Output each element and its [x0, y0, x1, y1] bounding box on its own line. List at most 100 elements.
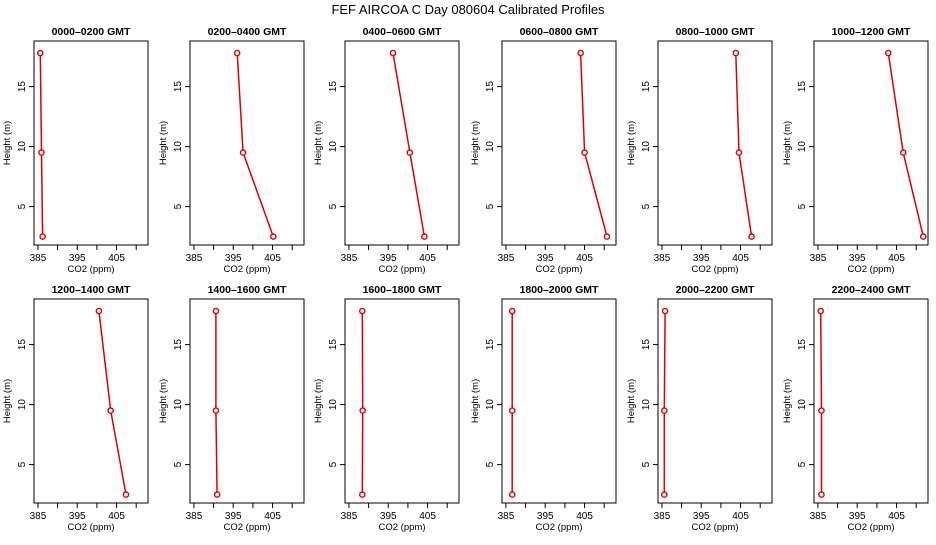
- x-tick-label: 405: [419, 511, 436, 522]
- y-tick-label: 15: [173, 81, 184, 93]
- data-point: [360, 308, 365, 313]
- plot-frame: [190, 299, 304, 503]
- y-tick-label: 10: [641, 399, 652, 411]
- x-axis-label: CO2 (ppm): [692, 264, 739, 275]
- y-tick-label: 15: [641, 339, 652, 351]
- x-tick-label: 395: [225, 253, 242, 264]
- y-axis-label: Height (m): [313, 379, 324, 423]
- x-tick-label: 405: [264, 511, 281, 522]
- x-axis-label: CO2 (ppm): [379, 264, 426, 275]
- data-point: [510, 308, 515, 313]
- y-axis-label: Height (m): [782, 379, 793, 423]
- y-tick-label: 10: [328, 141, 339, 153]
- x-tick-label: 405: [419, 253, 436, 264]
- x-tick-label: 395: [69, 253, 86, 264]
- data-point: [510, 492, 515, 497]
- panel-title: 0600–0800 GMT: [520, 26, 599, 38]
- y-axis-label: Height (m): [782, 121, 793, 165]
- panel-title: 2200–2400 GMT: [832, 284, 911, 296]
- profile-line: [393, 53, 424, 237]
- profile-line: [736, 53, 752, 237]
- y-tick-label: 15: [328, 339, 339, 351]
- y-tick-label: 5: [173, 461, 184, 467]
- data-point: [901, 150, 906, 155]
- panel-title: 0800–1000 GMT: [676, 26, 755, 38]
- data-point: [213, 308, 218, 313]
- x-tick-label: 395: [380, 253, 397, 264]
- panel-title: 1600–1800 GMT: [363, 284, 442, 296]
- x-tick-label: 385: [654, 511, 671, 522]
- x-axis-label: CO2 (ppm): [536, 264, 583, 275]
- data-point: [819, 492, 824, 497]
- x-tick-label: 385: [30, 511, 47, 522]
- data-point: [818, 308, 823, 313]
- y-tick-label: 15: [485, 339, 496, 351]
- y-tick-label: 5: [641, 203, 652, 209]
- plot-frame: [502, 299, 616, 503]
- y-tick-label: 15: [17, 339, 28, 351]
- y-tick-label: 5: [641, 461, 652, 467]
- profile-line: [664, 311, 665, 495]
- y-axis-label: Height (m): [158, 121, 169, 165]
- x-axis-label: CO2 (ppm): [536, 522, 583, 533]
- x-axis-label: CO2 (ppm): [224, 522, 271, 533]
- x-tick-label: 405: [576, 511, 593, 522]
- y-axis-label: Height (m): [158, 379, 169, 423]
- y-tick-label: 15: [328, 81, 339, 93]
- plot-frame: [502, 41, 616, 245]
- x-axis-label: CO2 (ppm): [68, 264, 115, 275]
- plot-frame: [34, 41, 148, 245]
- y-tick-label: 5: [328, 203, 339, 209]
- y-axis-label: Height (m): [470, 379, 481, 423]
- x-axis-label: CO2 (ppm): [379, 522, 426, 533]
- data-point: [40, 234, 45, 239]
- y-tick-label: 15: [485, 81, 496, 93]
- x-tick-label: 405: [888, 511, 905, 522]
- panel-title: 0200–0400 GMT: [208, 26, 287, 38]
- panel-title: 0000–0200 GMT: [52, 26, 131, 38]
- data-point: [271, 234, 276, 239]
- y-tick-label: 10: [641, 141, 652, 153]
- y-tick-label: 5: [17, 203, 28, 209]
- y-tick-label: 10: [797, 141, 808, 153]
- data-point: [422, 234, 427, 239]
- plot-frame: [190, 41, 304, 245]
- plot-frame: [658, 299, 772, 503]
- y-tick-label: 5: [173, 203, 184, 209]
- data-point: [360, 492, 365, 497]
- data-point: [123, 492, 128, 497]
- x-tick-label: 405: [264, 253, 281, 264]
- data-point: [749, 234, 754, 239]
- x-tick-label: 385: [498, 511, 515, 522]
- data-point: [662, 308, 667, 313]
- y-axis-label: Height (m): [2, 379, 13, 423]
- y-tick-label: 5: [485, 203, 496, 209]
- y-axis-label: Height (m): [626, 379, 637, 423]
- profile-line: [581, 53, 607, 237]
- x-tick-label: 395: [849, 511, 866, 522]
- x-tick-label: 395: [849, 253, 866, 264]
- chart-title: FEF AIRCOA C Day 080604 Calibrated Profi…: [331, 2, 605, 17]
- data-point: [407, 150, 412, 155]
- data-point: [39, 150, 44, 155]
- panel-title: 1800–2000 GMT: [520, 284, 599, 296]
- x-tick-label: 405: [108, 511, 125, 522]
- x-tick-label: 385: [810, 511, 827, 522]
- data-point: [510, 408, 515, 413]
- data-point: [96, 308, 101, 313]
- x-tick-label: 395: [537, 511, 554, 522]
- y-axis-label: Height (m): [2, 121, 13, 165]
- x-tick-label: 405: [732, 253, 749, 264]
- x-tick-label: 405: [732, 511, 749, 522]
- x-tick-label: 385: [810, 253, 827, 264]
- data-point: [819, 408, 824, 413]
- data-point: [360, 408, 365, 413]
- data-point: [215, 492, 220, 497]
- y-tick-label: 15: [17, 81, 28, 93]
- panel-title: 2000–2200 GMT: [676, 284, 755, 296]
